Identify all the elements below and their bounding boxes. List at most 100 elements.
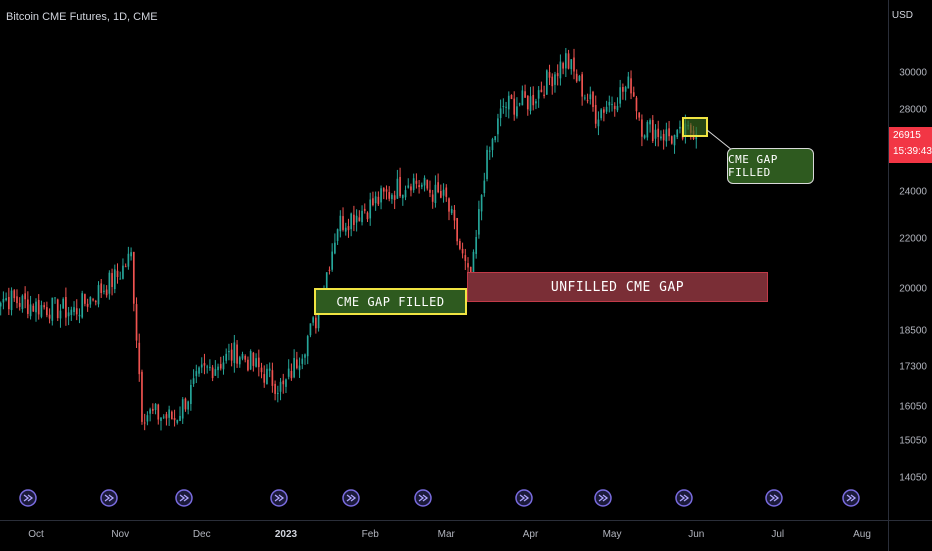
time-tick-label: Feb bbox=[361, 529, 379, 540]
candle bbox=[559, 54, 562, 86]
candle bbox=[475, 229, 478, 259]
candle bbox=[230, 343, 233, 367]
currency-label: USD bbox=[891, 10, 913, 21]
chart-area[interactable]: Bitcoin CME Futures, 1D, CME CME GAP FIL… bbox=[0, 0, 888, 520]
candle bbox=[540, 81, 543, 93]
chart-title: Bitcoin CME Futures, 1D, CME bbox=[6, 11, 158, 23]
event-marker-icon[interactable] bbox=[19, 489, 37, 507]
candle bbox=[295, 351, 298, 370]
candle bbox=[135, 297, 138, 348]
price-tick-label: 18500 bbox=[899, 325, 927, 337]
price-scale[interactable]: USD 14050 15050 16050 17300 18500 20000 22000 2… bbox=[888, 0, 932, 520]
event-marker-icon[interactable] bbox=[342, 489, 360, 507]
candle bbox=[37, 294, 40, 320]
candle bbox=[151, 403, 154, 415]
candle bbox=[184, 397, 187, 412]
time-tick-label: May bbox=[602, 529, 622, 540]
candle bbox=[211, 365, 214, 382]
candle bbox=[651, 115, 654, 143]
candle bbox=[171, 410, 173, 420]
time-tick-label: Aug bbox=[853, 529, 871, 540]
candle bbox=[187, 400, 190, 415]
event-marker-icon[interactable] bbox=[515, 489, 533, 507]
candle bbox=[537, 86, 540, 108]
candle bbox=[564, 47, 567, 78]
candle bbox=[111, 268, 113, 296]
time-tick-label: 2023 bbox=[274, 529, 298, 540]
candle bbox=[40, 300, 43, 319]
candle bbox=[450, 205, 453, 215]
event-marker-icon[interactable] bbox=[175, 489, 193, 507]
candle bbox=[619, 79, 622, 108]
candle bbox=[328, 266, 331, 275]
candle bbox=[298, 357, 301, 378]
candle bbox=[616, 97, 619, 113]
candle bbox=[510, 94, 513, 100]
candle bbox=[350, 212, 353, 237]
unfilled-gap-label: UNFILLED CME GAP bbox=[467, 272, 768, 302]
candle bbox=[143, 413, 146, 431]
candle bbox=[494, 136, 497, 143]
candle bbox=[518, 102, 521, 107]
event-marker-icon[interactable] bbox=[270, 489, 288, 507]
candle bbox=[157, 403, 160, 425]
candle bbox=[287, 359, 290, 380]
candle bbox=[233, 334, 236, 373]
candle bbox=[499, 99, 502, 127]
candle bbox=[393, 190, 396, 210]
candle bbox=[122, 258, 124, 280]
candle bbox=[624, 85, 627, 101]
candle bbox=[285, 378, 287, 394]
candle bbox=[16, 289, 18, 309]
candle bbox=[249, 349, 252, 371]
candle bbox=[342, 207, 344, 232]
event-marker-icon[interactable] bbox=[414, 489, 432, 507]
candle bbox=[377, 191, 380, 206]
candle bbox=[401, 194, 404, 206]
gap-filled-callout: CME GAP FILLED bbox=[727, 148, 814, 184]
candle bbox=[363, 203, 366, 214]
candle bbox=[203, 353, 206, 375]
price-chart[interactable] bbox=[0, 0, 888, 520]
candle bbox=[478, 200, 480, 239]
candle bbox=[399, 167, 401, 198]
candle bbox=[222, 355, 225, 375]
candle bbox=[448, 197, 450, 221]
event-marker-icon[interactable] bbox=[842, 489, 860, 507]
candle bbox=[374, 191, 377, 211]
candle bbox=[59, 304, 62, 328]
candle bbox=[404, 185, 407, 201]
candle bbox=[70, 306, 73, 321]
candle bbox=[589, 86, 592, 105]
candle bbox=[502, 98, 505, 114]
candle bbox=[336, 228, 339, 245]
event-marker-icon[interactable] bbox=[675, 489, 693, 507]
candle bbox=[679, 120, 681, 134]
candle bbox=[105, 285, 108, 298]
event-marker-icon[interactable] bbox=[100, 489, 118, 507]
candle bbox=[309, 323, 312, 338]
event-marker-icon[interactable] bbox=[765, 489, 783, 507]
candle bbox=[160, 417, 162, 431]
time-scale[interactable]: Oct Nov Dec 2023 Feb Mar Apr May Jun Jul Aug bbox=[0, 520, 888, 551]
candle bbox=[255, 353, 257, 368]
candle bbox=[35, 298, 37, 322]
time-tick-label: Apr bbox=[522, 529, 539, 540]
candle bbox=[630, 70, 632, 100]
candle bbox=[507, 91, 510, 119]
last-price-tag: 26915 15:39:43 bbox=[889, 127, 932, 163]
candle bbox=[165, 411, 168, 426]
candle bbox=[141, 369, 143, 425]
candle bbox=[103, 284, 105, 295]
candle bbox=[138, 333, 141, 382]
candle bbox=[168, 405, 170, 426]
candle bbox=[200, 357, 203, 374]
candle bbox=[513, 91, 516, 121]
candle bbox=[516, 97, 518, 119]
event-marker-icon[interactable] bbox=[594, 489, 612, 507]
candle bbox=[573, 48, 575, 80]
candle bbox=[190, 379, 192, 411]
candle bbox=[86, 298, 89, 312]
candle bbox=[535, 98, 537, 110]
price-tick-label: 28000 bbox=[899, 104, 927, 116]
